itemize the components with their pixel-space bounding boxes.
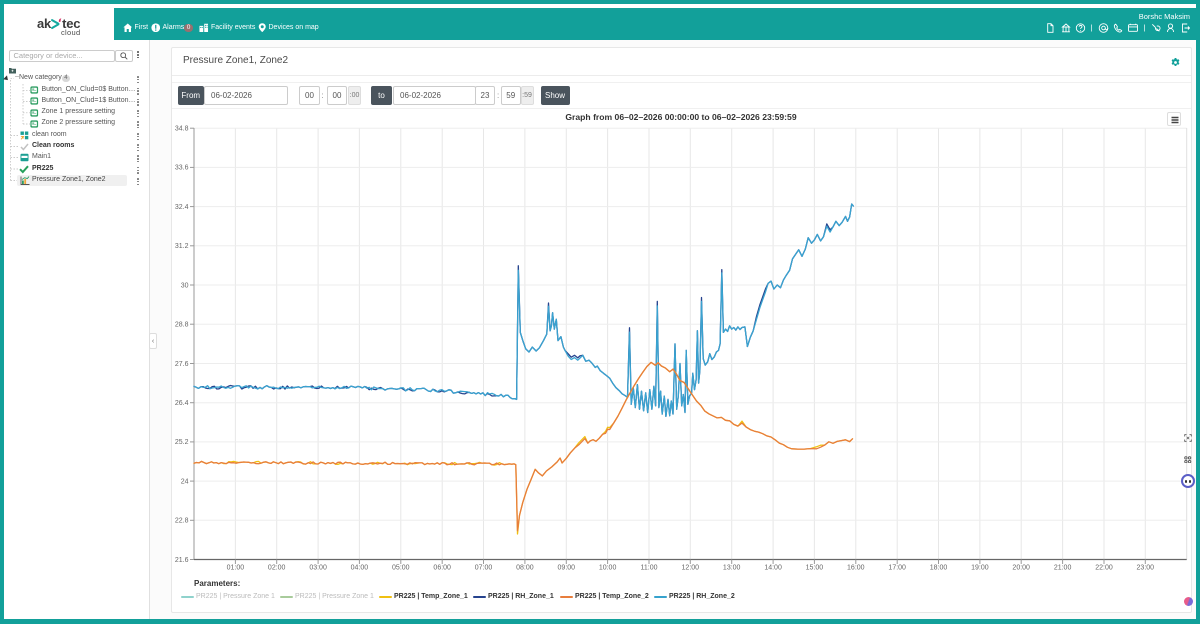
svg-text:20:00: 20:00 <box>1012 565 1030 572</box>
svg-text:15:00: 15:00 <box>806 565 824 572</box>
svg-text:06:00: 06:00 <box>433 565 451 572</box>
svg-text:26.4: 26.4 <box>175 400 189 407</box>
svg-text:32.4: 32.4 <box>175 204 189 211</box>
svg-text:13:00: 13:00 <box>723 565 741 572</box>
svg-text:21:00: 21:00 <box>1054 565 1072 572</box>
svg-text:16:00: 16:00 <box>847 565 865 572</box>
svg-text:04:00: 04:00 <box>351 565 369 572</box>
svg-text:22.8: 22.8 <box>175 518 189 525</box>
svg-text:21.6: 21.6 <box>175 557 189 564</box>
svg-text:34.8: 34.8 <box>175 126 189 133</box>
svg-text:31.2: 31.2 <box>175 243 189 250</box>
svg-text:22:00: 22:00 <box>1095 565 1113 572</box>
svg-text:18:00: 18:00 <box>930 565 948 572</box>
svg-text:07:00: 07:00 <box>475 565 493 572</box>
svg-text:01:00: 01:00 <box>227 565 245 572</box>
svg-text:19:00: 19:00 <box>971 565 989 572</box>
svg-text:25.2: 25.2 <box>175 439 189 446</box>
svg-text:14:00: 14:00 <box>764 565 782 572</box>
svg-text:23:00: 23:00 <box>1137 565 1155 572</box>
svg-text:30: 30 <box>181 282 189 289</box>
svg-text:27.6: 27.6 <box>175 361 189 368</box>
svg-text:24: 24 <box>181 478 189 485</box>
svg-text:28.8: 28.8 <box>175 322 189 329</box>
svg-text:11:00: 11:00 <box>641 565 658 572</box>
svg-text:09:00: 09:00 <box>558 565 576 572</box>
svg-text:33.6: 33.6 <box>175 165 189 172</box>
svg-text:03:00: 03:00 <box>309 565 327 572</box>
svg-text:08:00: 08:00 <box>516 565 534 572</box>
svg-text:10:00: 10:00 <box>599 565 617 572</box>
svg-text:02:00: 02:00 <box>268 565 286 572</box>
svg-text:12:00: 12:00 <box>682 565 700 572</box>
svg-text:17:00: 17:00 <box>888 565 906 572</box>
svg-text:05:00: 05:00 <box>392 565 410 572</box>
